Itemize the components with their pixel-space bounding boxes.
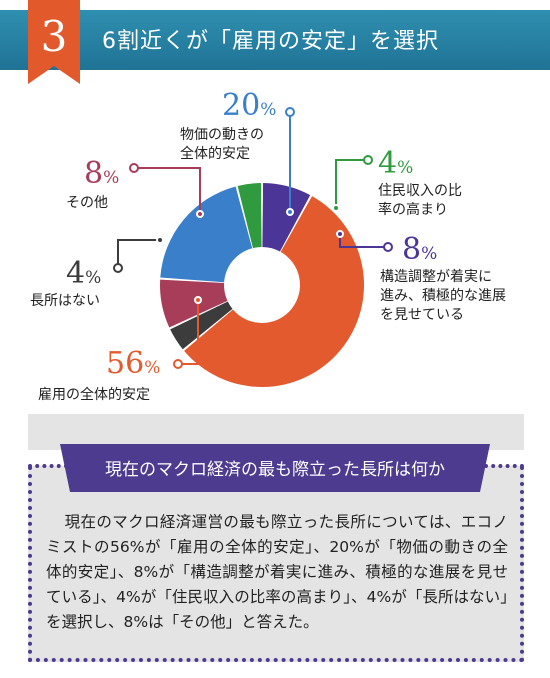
leader-dot-5-0: [129, 163, 139, 173]
page-title: 6割近くが「雇用の安定」を選択: [102, 29, 439, 54]
leader-dot-4-0: [113, 263, 123, 273]
leader-dot-0-1: [286, 208, 294, 216]
panel-body-text: 現在のマクロ経済運営の最も際立った長所については、エコノミストの56%が「雇用の…: [46, 513, 508, 631]
leader-dot-1-1: [332, 204, 340, 212]
panel-title: 現在のマクロ経済の最も際立った長所は何か: [105, 460, 445, 480]
category-label-income: 住民収入の比 率の高まり: [378, 183, 462, 218]
leader-dot-4-1: [156, 236, 164, 244]
leader-line-1: [335, 159, 368, 208]
leader-dot-5-1: [196, 210, 204, 218]
leader-line-2: [339, 234, 388, 248]
panel-border-right-segment: [484, 464, 524, 468]
value-label-none: 4%: [66, 256, 102, 291]
value-label-income: 4%: [378, 146, 414, 181]
pie-slice-1: [237, 183, 262, 249]
leader-dot-2-1: [336, 230, 344, 238]
value-label-price: 20%: [222, 88, 277, 123]
pie-slice-2: [262, 183, 311, 252]
pie-slice-3: [184, 196, 365, 387]
pie-slice-5: [160, 279, 228, 328]
panel-title-banner: [60, 444, 490, 492]
category-label-none: 長所はない: [30, 293, 100, 309]
pie-slice-0: [160, 186, 253, 283]
leader-dot-3-1: [194, 296, 202, 304]
donut-chart: [113, 107, 393, 387]
leader-line-3: [178, 300, 199, 365]
value-label-structure: 8%: [402, 232, 438, 267]
number-badge: [28, 0, 80, 84]
chart-leaders: [113, 107, 393, 369]
category-label-other: その他: [66, 195, 108, 211]
panel-border-left-segment: [28, 464, 68, 468]
pie-slice-4: [170, 301, 233, 350]
value-label-employment: 56%: [106, 346, 161, 381]
leader-line-4: [117, 239, 160, 268]
badge-number: 3: [40, 12, 68, 61]
leader-dot-2-0: [383, 242, 393, 252]
category-label-employment: 雇用の全体的安定: [38, 387, 150, 403]
leader-dot-3-0: [173, 359, 183, 369]
info-panel: [28, 466, 524, 662]
leader-line-5: [134, 167, 201, 214]
chart-slices: [160, 183, 365, 387]
leader-dot-0-0: [285, 107, 295, 117]
header-bar: [0, 10, 550, 70]
value-label-other: 8%: [84, 156, 120, 191]
leader-dot-1-0: [363, 155, 373, 165]
category-label-structure: 構造調整が着実に 進み、積極的な進展 を見せている: [380, 269, 506, 323]
category-label-price: 物価の動きの 全体的安定: [180, 127, 264, 162]
